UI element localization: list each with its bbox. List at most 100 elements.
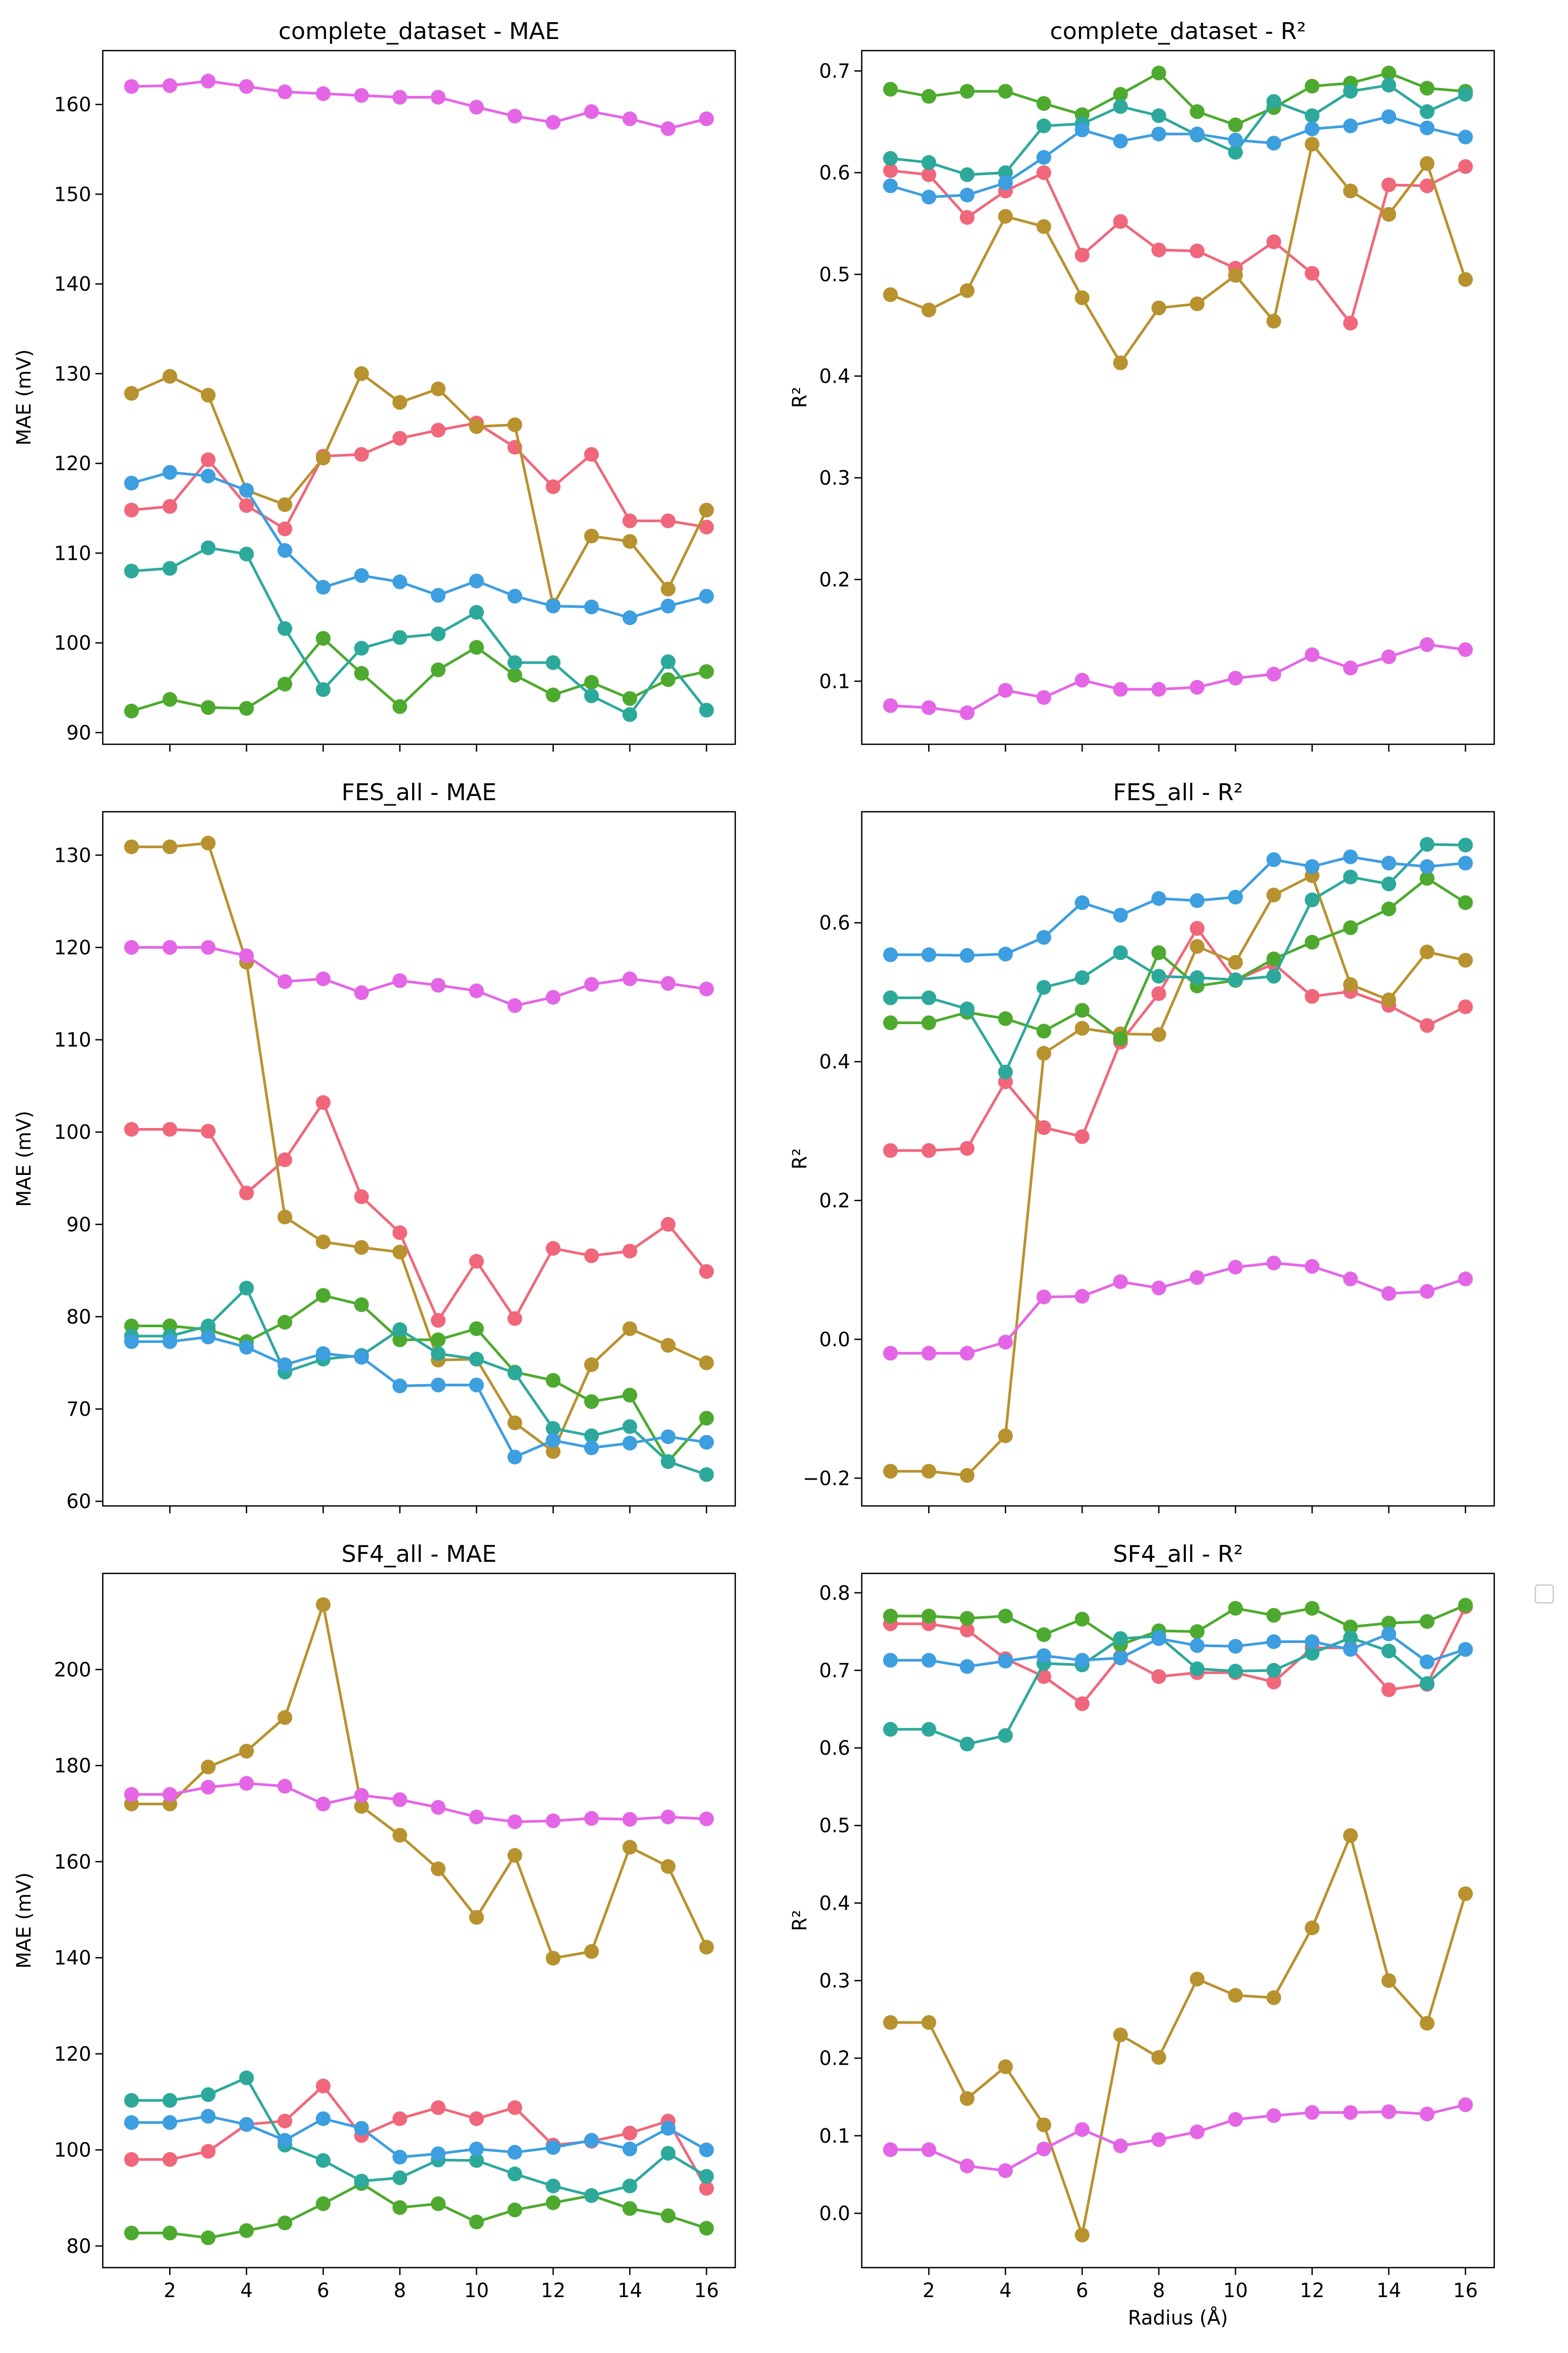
data-point: [201, 835, 216, 851]
data-point: [699, 1940, 714, 1955]
y-tick-label: 0.2: [819, 568, 850, 591]
y-tick-label: 120: [54, 2043, 91, 2065]
data-point: [162, 499, 178, 514]
data-point: [660, 1338, 676, 1353]
y-tick-label: 0.1: [819, 2125, 850, 2147]
data-point: [960, 1141, 975, 1156]
data-point: [1151, 891, 1166, 906]
data-point: [883, 698, 898, 713]
data-point: [507, 1365, 522, 1380]
data-point: [960, 1622, 975, 1638]
data-point: [507, 417, 522, 432]
data-point: [124, 1334, 139, 1349]
y-tick-label: 100: [54, 2139, 91, 2162]
data-point: [699, 1467, 714, 1482]
data-point: [1113, 133, 1128, 149]
data-point: [162, 369, 178, 384]
data-point: [998, 84, 1013, 99]
y-tick-label: 0.2: [819, 1190, 850, 1212]
data-point: [469, 2141, 484, 2156]
data-point: [239, 2070, 254, 2085]
data-point: [1343, 84, 1358, 99]
data-point: [998, 947, 1013, 961]
data-point: [1075, 1003, 1090, 1018]
data-point: [162, 465, 178, 480]
series-line: [131, 1603, 708, 1960]
y-tick-label: 80: [66, 2235, 91, 2258]
axes-frame: [861, 811, 1495, 1507]
data-point: [1458, 1642, 1473, 1657]
y-tick-label: 0.4: [819, 365, 850, 387]
data-point: [392, 2150, 407, 2165]
data-point: [469, 1253, 484, 1269]
y-tick-label: 0.3: [819, 466, 850, 489]
data-point: [1190, 679, 1205, 695]
series-line: [890, 874, 1466, 1477]
data-point: [316, 1288, 331, 1303]
data-point: [1036, 1627, 1051, 1642]
data-point: [1458, 895, 1473, 910]
data-point: [584, 529, 599, 543]
data-point: [660, 581, 676, 597]
data-point: [201, 452, 216, 468]
data-point: [1228, 2112, 1243, 2127]
data-point: [1228, 117, 1243, 132]
data-point: [1113, 945, 1128, 960]
series-line: [890, 877, 1466, 1041]
data-point: [1190, 1624, 1205, 1639]
data-point: [1113, 1031, 1128, 1046]
data-point: [277, 2215, 293, 2231]
x-tick-label: 8: [394, 2279, 406, 2302]
data-point: [546, 655, 561, 670]
data-point: [921, 89, 937, 104]
data-point: [1343, 920, 1358, 935]
data-point: [883, 82, 898, 97]
data-point: [316, 580, 331, 595]
data-point: [124, 704, 139, 718]
data-point: [699, 2169, 714, 2184]
data-point: [277, 1315, 293, 1330]
series-line: [131, 842, 707, 1453]
data-point: [1266, 1634, 1281, 1649]
data-point: [921, 1346, 937, 1361]
series-4: [883, 837, 1473, 1080]
panel-4: FES_all - R² −0.2 0.0 0.2 0.4 0.6 R²: [788, 779, 1495, 1513]
data-point: [124, 1787, 139, 1802]
series-line: [131, 2115, 707, 2158]
data-point: [1343, 660, 1358, 676]
data-point: [622, 2141, 637, 2156]
data-point: [354, 1788, 369, 1803]
axes-frame: [102, 50, 736, 745]
data-point: [1343, 2105, 1358, 2120]
series-line: [131, 2182, 707, 2239]
series-6: [883, 2097, 1473, 2179]
data-point: [1151, 1669, 1166, 1684]
data-point: [1036, 96, 1051, 111]
data-point: [699, 520, 714, 534]
data-point: [1419, 837, 1435, 852]
y-axis-label: R²: [788, 1910, 811, 1931]
series-6: [124, 940, 714, 1013]
y-tick-label: 0.4: [819, 1892, 850, 1914]
data-point: [699, 1435, 714, 1450]
data-point: [1458, 272, 1473, 287]
data-point: [699, 1411, 714, 1426]
data-point: [960, 705, 975, 721]
data-point: [1228, 670, 1243, 686]
data-point: [469, 1321, 484, 1336]
data-point: [622, 111, 637, 127]
data-point: [1151, 108, 1166, 123]
data-point: [622, 1243, 637, 1259]
data-point: [124, 1318, 139, 1334]
data-point: [1458, 642, 1473, 657]
series-line: [131, 637, 707, 713]
data-point: [921, 1652, 937, 1668]
data-point: [1190, 104, 1205, 119]
data-point: [1266, 135, 1281, 151]
data-point: [1036, 690, 1051, 705]
data-point: [921, 1015, 937, 1030]
data-point: [1419, 871, 1435, 886]
data-point: [201, 2144, 216, 2159]
data-point: [392, 1322, 407, 1337]
data-point: [883, 947, 898, 962]
